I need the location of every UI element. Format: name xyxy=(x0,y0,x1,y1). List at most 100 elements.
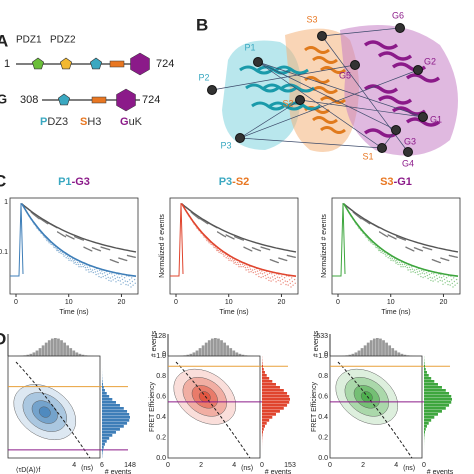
decay-point xyxy=(76,261,79,264)
label-site xyxy=(207,85,217,95)
x-tick-label: 10 xyxy=(65,299,73,306)
decay-point xyxy=(117,261,119,264)
side-hist-bar xyxy=(424,401,452,404)
decay-point xyxy=(283,277,286,279)
decay-point xyxy=(384,253,386,255)
helix xyxy=(281,83,315,93)
helix xyxy=(239,65,273,75)
y-tick-label: 0.2 xyxy=(156,434,166,441)
top-hist-bar xyxy=(382,340,385,356)
side-hist-bar xyxy=(102,416,130,419)
side-hist-bar xyxy=(262,386,280,389)
decay-point xyxy=(368,239,370,242)
decay-point xyxy=(414,271,416,274)
decay-point xyxy=(57,249,59,252)
side-hist-bar xyxy=(102,380,103,383)
side-hist-bar xyxy=(262,410,280,413)
decay-point xyxy=(411,268,414,270)
decay-point xyxy=(38,218,40,220)
top-hist-bar xyxy=(385,342,388,356)
static-fret-line xyxy=(15,361,91,459)
pdz-domain xyxy=(57,93,71,106)
decay-point xyxy=(92,271,95,274)
decay-point xyxy=(218,251,220,254)
side-tick-label: 0 xyxy=(422,462,426,469)
decay-point xyxy=(257,273,259,275)
helix xyxy=(263,83,297,93)
top-tick-label: 128 xyxy=(154,333,166,340)
top-hist-bar xyxy=(369,340,373,356)
decay-point xyxy=(372,243,374,246)
residue-end: 724 xyxy=(156,58,174,70)
decay-point xyxy=(269,277,272,279)
side-hist-bar xyxy=(102,407,124,410)
title-part: S3 xyxy=(380,176,393,188)
decay-point xyxy=(242,239,244,241)
helix xyxy=(405,73,441,83)
x-axis-label: Time (ns) xyxy=(381,309,410,316)
decay-point xyxy=(245,269,247,271)
decay-point xyxy=(120,283,122,285)
side-tick-label: 148 xyxy=(124,462,136,469)
side-hist-bar xyxy=(262,404,288,407)
label-site xyxy=(295,95,305,105)
contour xyxy=(198,391,211,403)
decay-point xyxy=(99,250,102,252)
decay-point xyxy=(128,279,131,281)
decay-point xyxy=(272,279,274,281)
top-hist-bar xyxy=(60,340,63,356)
decay-point xyxy=(234,261,237,263)
decay-point xyxy=(385,255,387,257)
side-hist-bar xyxy=(424,374,429,377)
decay-point xyxy=(132,284,134,286)
y-tick-label: 0.2 xyxy=(318,434,328,441)
decay-point xyxy=(254,268,256,271)
decay-point xyxy=(222,253,224,255)
decay-point xyxy=(451,282,453,285)
decay-point xyxy=(215,248,217,250)
top-hist-bar xyxy=(238,353,242,356)
top-hist-bar xyxy=(394,350,398,356)
decay-point xyxy=(261,270,263,272)
top-hist-bar xyxy=(366,342,370,356)
side-hist-bar xyxy=(102,383,103,386)
site-label: G6 xyxy=(392,10,404,20)
decay-point xyxy=(448,259,450,262)
legend-entry: GuK xyxy=(120,116,143,128)
top-hist-bar xyxy=(379,338,382,356)
side-hist-bar xyxy=(262,392,288,395)
decay-point xyxy=(67,257,70,259)
decay-point xyxy=(423,273,426,275)
decay-point xyxy=(443,275,445,277)
top-hist-bar xyxy=(66,345,70,356)
side-hist-bar xyxy=(262,380,273,383)
decay-point xyxy=(293,278,296,281)
top-hist-bar xyxy=(363,345,367,356)
decay-point xyxy=(456,282,458,284)
top-hist-bar xyxy=(360,348,364,356)
decay-point xyxy=(418,270,421,272)
decay-point xyxy=(271,276,274,278)
decay-point xyxy=(89,266,91,268)
decay-point xyxy=(276,276,279,278)
decay-point xyxy=(64,254,67,256)
static-fret-line xyxy=(175,361,251,459)
x-tick-label: 10 xyxy=(225,299,233,306)
site-label: P2 xyxy=(198,72,209,82)
side-hist-bar xyxy=(424,404,450,407)
decay-point xyxy=(449,284,451,286)
plot-title: P1-G3 xyxy=(58,176,90,188)
distance-line xyxy=(257,61,383,149)
decay-point xyxy=(101,273,104,275)
top-hist-bar xyxy=(195,350,199,356)
decay-point xyxy=(391,258,394,260)
x-axis-unit: (ns) xyxy=(241,465,253,472)
decay-point xyxy=(91,250,93,252)
title-part: -S2 xyxy=(232,176,249,188)
label-site xyxy=(350,60,360,70)
side-axis-label: # events xyxy=(427,469,454,474)
side-hist-bar xyxy=(262,362,263,365)
decay-point xyxy=(396,261,399,263)
top-hist-bar xyxy=(198,348,202,356)
plot-frame xyxy=(169,197,299,295)
